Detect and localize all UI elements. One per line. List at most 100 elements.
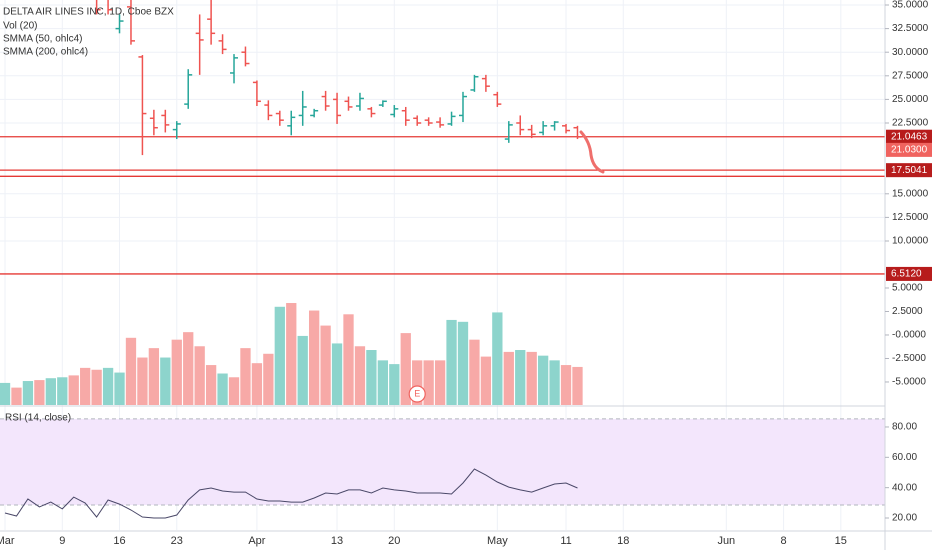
earnings-label: E xyxy=(414,388,420,398)
volume-bar xyxy=(480,356,492,405)
level-label-box xyxy=(886,266,932,281)
volume-bar xyxy=(148,348,160,405)
y-tick-label: 25.0000 xyxy=(892,94,929,105)
volume-bar xyxy=(194,346,205,405)
rsi-line xyxy=(4,468,578,519)
volume-bar xyxy=(205,365,217,405)
x-tick-label: 18 xyxy=(617,535,629,547)
last-price-box xyxy=(886,142,932,157)
volume-bar xyxy=(446,319,457,405)
volume-bar xyxy=(45,378,56,405)
volume-bar xyxy=(263,353,274,405)
x-tick-label: 20 xyxy=(388,535,400,547)
volume-bar xyxy=(251,363,263,405)
x-tick-label: 8 xyxy=(781,535,787,547)
volume-bar xyxy=(469,339,480,405)
grid xyxy=(0,0,885,530)
y-tick-label: 22.5000 xyxy=(892,118,929,129)
volume-bar xyxy=(102,367,114,405)
volume-bar xyxy=(57,377,68,405)
volume-bar xyxy=(11,387,22,405)
volume-bar xyxy=(560,365,572,405)
volume-bar xyxy=(34,380,45,405)
volume-pane: E xyxy=(0,303,583,405)
x-tick-label: Jun xyxy=(717,535,735,547)
y-tick-label: 60.00 xyxy=(892,452,917,463)
volume-bar xyxy=(183,332,194,405)
volume-bar xyxy=(160,357,171,405)
x-tick-label: Apr xyxy=(248,535,265,547)
y-tick-label: 35.0000 xyxy=(892,0,929,11)
y-tick-label: 2.5000 xyxy=(892,306,923,317)
earnings-marker xyxy=(408,385,426,403)
y-tick-label: 32.5000 xyxy=(892,23,929,34)
y-tick-label: -5.0000 xyxy=(892,377,926,388)
level-label-box xyxy=(886,129,932,144)
volume-bar xyxy=(297,335,308,405)
y-tick-label: 40.00 xyxy=(892,482,917,493)
volume-bar xyxy=(0,382,11,405)
volume-bar xyxy=(286,303,297,405)
rsi-title: RSI (14, close) xyxy=(5,413,71,424)
volume-bar xyxy=(492,312,503,405)
volume-bar xyxy=(434,360,446,405)
volume-bar xyxy=(171,339,182,405)
volume-bar xyxy=(354,346,366,405)
volume-bar xyxy=(423,360,434,405)
volume-bar xyxy=(240,348,251,405)
volume-bar xyxy=(377,360,389,405)
volume-bar xyxy=(274,306,285,405)
y-tick-label: 20.00 xyxy=(892,513,917,524)
x-tick-label: 16 xyxy=(113,535,125,547)
volume-bar xyxy=(343,314,354,405)
volume-bar xyxy=(125,337,137,405)
volume-bar xyxy=(309,310,320,405)
volume-bar xyxy=(228,377,240,405)
rsi-band xyxy=(0,418,885,506)
volume-bar xyxy=(412,360,423,405)
last-price-label: 21.0300 xyxy=(891,145,928,156)
volume-bar xyxy=(80,367,91,405)
volume-bar xyxy=(457,321,469,405)
indicator-label: SMMA (200, ohlc4) xyxy=(3,47,88,58)
volume-bar xyxy=(515,350,526,405)
x-tick-label: 9 xyxy=(59,535,65,547)
x-tick-label: Mar xyxy=(0,535,15,547)
x-tick-label: 11 xyxy=(560,535,571,547)
volume-bar xyxy=(331,343,343,405)
y-tick-label: 27.5000 xyxy=(892,70,929,81)
volume-bar xyxy=(91,369,102,405)
level-label-box xyxy=(886,163,932,178)
indicator-label: Vol (20) xyxy=(3,21,37,32)
chart-title: DELTA AIR LINES INC, 1D, Cboe BZX xyxy=(3,7,174,18)
volume-bar xyxy=(400,333,411,405)
volume-bar xyxy=(217,373,228,405)
indicator-label: SMMA (50, ohlc4) xyxy=(3,34,82,45)
projection-curve xyxy=(579,130,605,174)
y-tick-label: 5.0000 xyxy=(892,283,923,294)
volume-bar xyxy=(537,355,549,405)
y-tick-label: -0.0000 xyxy=(892,330,926,341)
volume-bar xyxy=(572,366,583,405)
x-tick-label: 13 xyxy=(331,535,343,547)
level-label: 21.0463 xyxy=(891,131,928,142)
level-label: 6.5120 xyxy=(891,269,922,280)
x-tick-label: 15 xyxy=(835,535,847,547)
volume-bar xyxy=(114,372,125,405)
y-tick-label: 15.0000 xyxy=(892,188,929,199)
level-label: 17.5041 xyxy=(891,165,928,176)
volume-bar xyxy=(549,360,560,405)
y-tick-label: -2.5000 xyxy=(892,353,926,364)
x-tick-label: May xyxy=(487,535,508,547)
price-pane xyxy=(0,0,885,275)
x-tick-label: 23 xyxy=(171,535,183,547)
rsi-pane xyxy=(4,468,578,519)
y-tick-label: 10.0000 xyxy=(892,236,929,247)
y-tick-label: 80.00 xyxy=(892,422,917,433)
volume-bar xyxy=(389,364,400,405)
volume-bar xyxy=(503,351,514,405)
volume-bar xyxy=(22,381,34,405)
